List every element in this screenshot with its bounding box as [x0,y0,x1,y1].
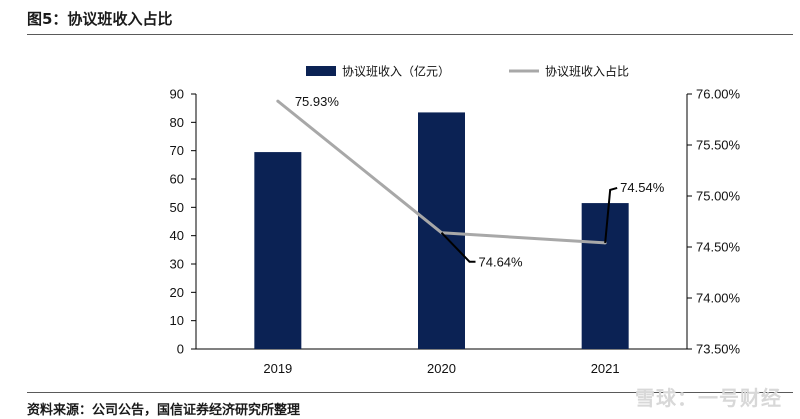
legend: 协议班收入（亿元） 协议班收入占比 [306,64,629,79]
data-label-2021: 74.54% [620,180,665,195]
watermark: 雪球：一号财经 [635,386,782,410]
bottom-divider [27,392,793,393]
left-axis-tick-label: 80 [170,115,184,130]
left-axis: 0 10 20 30 40 50 60 70 80 90 [170,87,197,357]
x-axis-tick-label: 2019 [263,361,292,376]
legend-label-bar: 协议班收入（亿元） [342,64,450,79]
bar-series [254,112,629,350]
source-note: 资料来源：公司公告，国信证券经济研究所整理 [27,403,301,418]
top-divider [27,34,793,35]
left-axis-tick-label: 0 [177,342,184,357]
left-axis-tick-label: 70 [170,143,184,158]
right-axis-tick-label: 73.50% [696,342,741,357]
data-label-2019: 75.93% [295,94,340,109]
figure-title: 图5：协议班收入占比 [27,10,173,28]
line-point-2019 [276,99,280,103]
x-axis: 2019 2020 2021 [196,348,687,376]
right-axis-tick-label: 76.00% [696,87,741,102]
left-axis-tick-label: 40 [170,228,184,243]
left-axis-tick-label: 60 [170,172,184,187]
data-labels: 75.93% 74.64% 74.54% [295,94,665,270]
leader-line-2020 [440,232,476,263]
right-axis-tick-label: 74.00% [696,291,741,306]
right-axis-tick-label: 75.50% [696,138,741,153]
leader-line-2021 [604,186,618,244]
left-axis-tick-label: 20 [170,285,184,300]
chart: 协议班收入（亿元） 协议班收入占比 0 10 20 30 40 50 60 70 80 90 73.… [170,64,741,377]
bar-2021 [581,203,629,349]
legend-label-line: 协议班收入占比 [545,64,629,79]
bar-2019 [254,152,302,349]
data-label-2020: 74.64% [479,255,524,270]
left-axis-tick-label: 30 [170,257,184,272]
bar-2020 [418,112,465,350]
left-axis-tick-label: 90 [170,87,184,102]
left-axis-tick-label: 10 [170,313,184,328]
legend-swatch-bar [306,66,336,76]
x-axis-tick-label: 2020 [427,361,456,376]
x-axis-tick-label: 2021 [591,361,620,376]
right-axis-tick-label: 75.00% [696,189,741,204]
left-axis-tick-label: 50 [170,200,184,215]
right-axis-tick-label: 74.50% [696,240,741,255]
right-axis: 73.50% 74.00% 74.50% 75.00% 75.50% 76.00% [686,87,741,357]
